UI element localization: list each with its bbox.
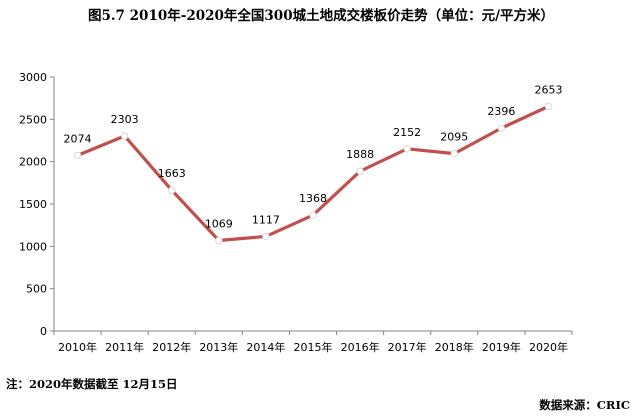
data-point	[120, 132, 129, 140]
x-tick-label: 2016年	[341, 340, 380, 354]
y-tick-label: 1500	[19, 198, 47, 211]
y-tick-label: 500	[26, 283, 47, 296]
y-tick-label: 1000	[19, 240, 47, 253]
data-point	[262, 232, 270, 241]
data-labels: 2074 2303 1663 1069 1117 1368 1888 2152 2095 2396…	[64, 83, 563, 230]
x-tick-label: 2014年	[246, 340, 285, 354]
y-tick-label: 2000	[19, 156, 47, 169]
series	[73, 102, 553, 245]
data-label: 2303	[111, 113, 139, 126]
x-tick-labels: 2010年 2011年 2012年 2013年 2014年 2015年 2016年 2017年…	[58, 340, 568, 354]
data-label: 2074	[64, 132, 92, 145]
chart-title: 图5.7 2010年-2020年全国300城土地成交楼板价走势（单位：元/平方米…	[87, 8, 555, 24]
x-tick-label: 2015年	[294, 340, 333, 354]
y-tick-labels: 0 500 1000 1500 2000 2500 3000	[19, 71, 47, 338]
data-point	[73, 151, 82, 160]
data-label: 1069	[205, 217, 233, 230]
data-label: 1117	[252, 213, 280, 226]
data-label: 2396	[487, 105, 515, 118]
axes	[50, 76, 573, 335]
x-tick-label: 2011年	[105, 340, 144, 354]
data-label: 2152	[393, 126, 421, 139]
x-tick-label: 2013年	[199, 340, 238, 354]
data-point	[403, 145, 411, 153]
data-source: 数据来源：CRIC	[539, 398, 630, 412]
footnote: 注：2020年数据截至 12月15日	[6, 377, 178, 391]
x-tick-label: 2017年	[388, 340, 427, 354]
x-tick-label: 2010年	[58, 340, 97, 354]
data-point	[497, 124, 506, 132]
data-point	[356, 167, 364, 175]
y-tick-label: 2500	[19, 113, 47, 126]
x-tick-label: 2020年	[529, 340, 568, 354]
x-tick-label: 2012年	[152, 340, 191, 354]
data-point	[168, 186, 176, 194]
y-tick-label: 0	[40, 325, 47, 338]
data-point	[450, 149, 458, 158]
data-point	[544, 102, 553, 111]
series-line	[75, 104, 551, 243]
data-label: 2653	[534, 83, 562, 96]
x-tick-label: 2018年	[435, 340, 474, 354]
data-point	[309, 211, 317, 219]
data-point	[215, 236, 223, 245]
data-label: 1368	[299, 192, 327, 205]
x-tick-label: 2019年	[482, 340, 521, 354]
data-label: 2095	[440, 131, 468, 144]
data-label: 1888	[346, 148, 374, 161]
y-tick-label: 3000	[19, 71, 47, 84]
data-label: 1663	[158, 167, 186, 180]
